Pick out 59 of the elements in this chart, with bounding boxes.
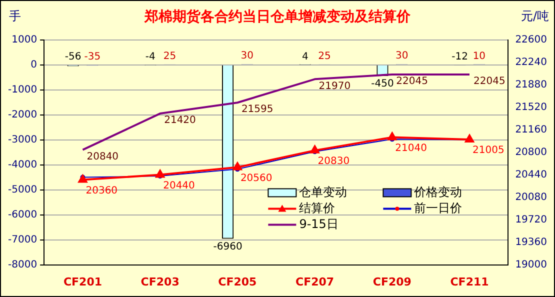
legend-label: 仓单变动 — [299, 184, 348, 199]
data-label: 4 — [302, 51, 308, 62]
data-label: 20440 — [163, 180, 195, 192]
y-tick-label: -1000 — [8, 84, 38, 96]
data-label: 21040 — [395, 142, 427, 154]
y2-tick-label: 19000 — [515, 259, 547, 270]
y2-tick-label: 20080 — [515, 192, 547, 203]
x-tick-label: CF211 — [450, 275, 489, 288]
y2-axis-title: 元/吨 — [520, 9, 549, 24]
data-label: 10 — [472, 51, 486, 62]
y2-tick-label: 20800 — [515, 146, 547, 158]
data-label: 21970 — [318, 80, 351, 92]
y2-tick-label: 21160 — [515, 124, 547, 136]
y-tick-label: -2000 — [8, 109, 38, 120]
y2-tick-label: 22240 — [515, 56, 547, 68]
data-label: 20360 — [86, 185, 118, 196]
y2-tick-label: 20440 — [515, 169, 547, 180]
legend-label: 价格变动 — [413, 184, 462, 199]
y-tick-label: -6000 — [8, 209, 38, 220]
data-label: 20560 — [240, 172, 272, 184]
y-tick-label: -7000 — [8, 234, 38, 246]
x-tick-label: CF207 — [296, 275, 334, 288]
y-tick-label: -3000 — [8, 134, 38, 146]
data-label: 22045 — [396, 76, 428, 88]
y-tick-label: 0 — [30, 59, 38, 70]
data-label: -4 — [145, 51, 156, 62]
data-label: -35 — [84, 51, 101, 62]
data-label: -12 — [452, 51, 468, 62]
y2-tick-label: 21520 — [515, 102, 547, 113]
x-tick-label: CF201 — [63, 275, 102, 288]
data-label: 25 — [318, 50, 331, 62]
y-tick-label: -4000 — [8, 159, 38, 170]
data-label: 21420 — [164, 115, 196, 126]
data-label: 20840 — [86, 151, 119, 162]
x-tick-label: CF209 — [372, 275, 412, 288]
legend-label: 前一日价 — [414, 200, 462, 215]
data-label: 25 — [163, 50, 176, 62]
chart-title: 郑棉期货各合约当日仓单增减变动及结算价 — [144, 8, 412, 26]
data-label: -56 — [64, 51, 82, 62]
data-label: 30 — [240, 50, 254, 62]
y-axis-title: 手 — [9, 9, 21, 24]
y2-tick-label: 22600 — [515, 34, 547, 46]
data-label: -6960 — [213, 241, 242, 252]
y-tick-label: -5000 — [8, 184, 38, 196]
y-tick-label: 1000 — [12, 34, 38, 46]
x-tick-label: CF203 — [140, 275, 180, 288]
legend-label: 结算价 — [299, 200, 336, 215]
data-label: 21595 — [241, 104, 274, 116]
y-tick-label: -8000 — [8, 259, 38, 270]
y2-tick-label: 21880 — [515, 79, 547, 90]
y2-tick-label: 19360 — [515, 236, 547, 248]
data-label: 21005 — [472, 145, 504, 156]
y2-tick-label: 19720 — [515, 214, 547, 226]
data-label: 20830 — [318, 156, 350, 168]
legend-label: 9-15日 — [299, 216, 338, 231]
x-tick-label: CF205 — [218, 275, 257, 288]
data-label: 22045 — [474, 76, 506, 88]
data-label: 30 — [395, 50, 408, 62]
data-label: -450 — [371, 78, 394, 90]
